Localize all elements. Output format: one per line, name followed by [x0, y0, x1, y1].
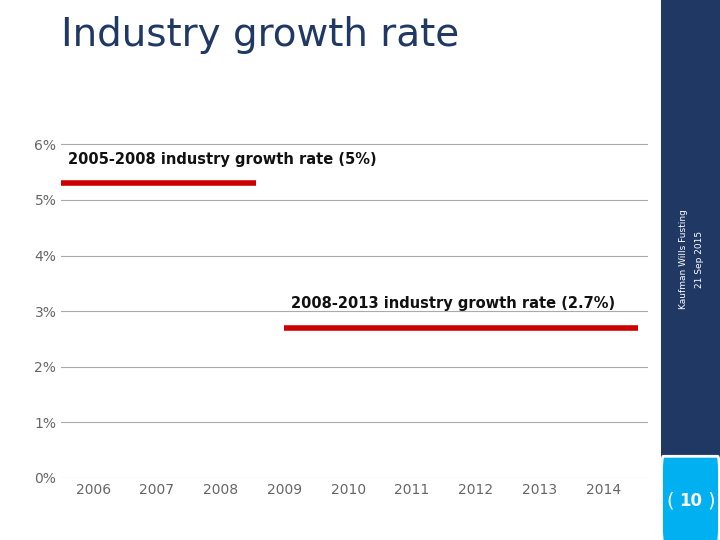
Text: Kaufman Wills Fusting: Kaufman Wills Fusting — [679, 210, 688, 309]
Text: Industry growth rate: Industry growth rate — [61, 16, 459, 54]
Text: 2008-2013 industry growth rate (2.7%): 2008-2013 industry growth rate (2.7%) — [291, 296, 615, 311]
Text: ): ) — [707, 491, 715, 510]
Text: 21 Sep 2015: 21 Sep 2015 — [695, 231, 704, 288]
FancyBboxPatch shape — [662, 456, 719, 540]
Text: (: ( — [666, 491, 674, 510]
Text: 2005-2008 industry growth rate (5%): 2005-2008 industry growth rate (5%) — [68, 152, 377, 167]
Text: 10: 10 — [679, 491, 702, 510]
